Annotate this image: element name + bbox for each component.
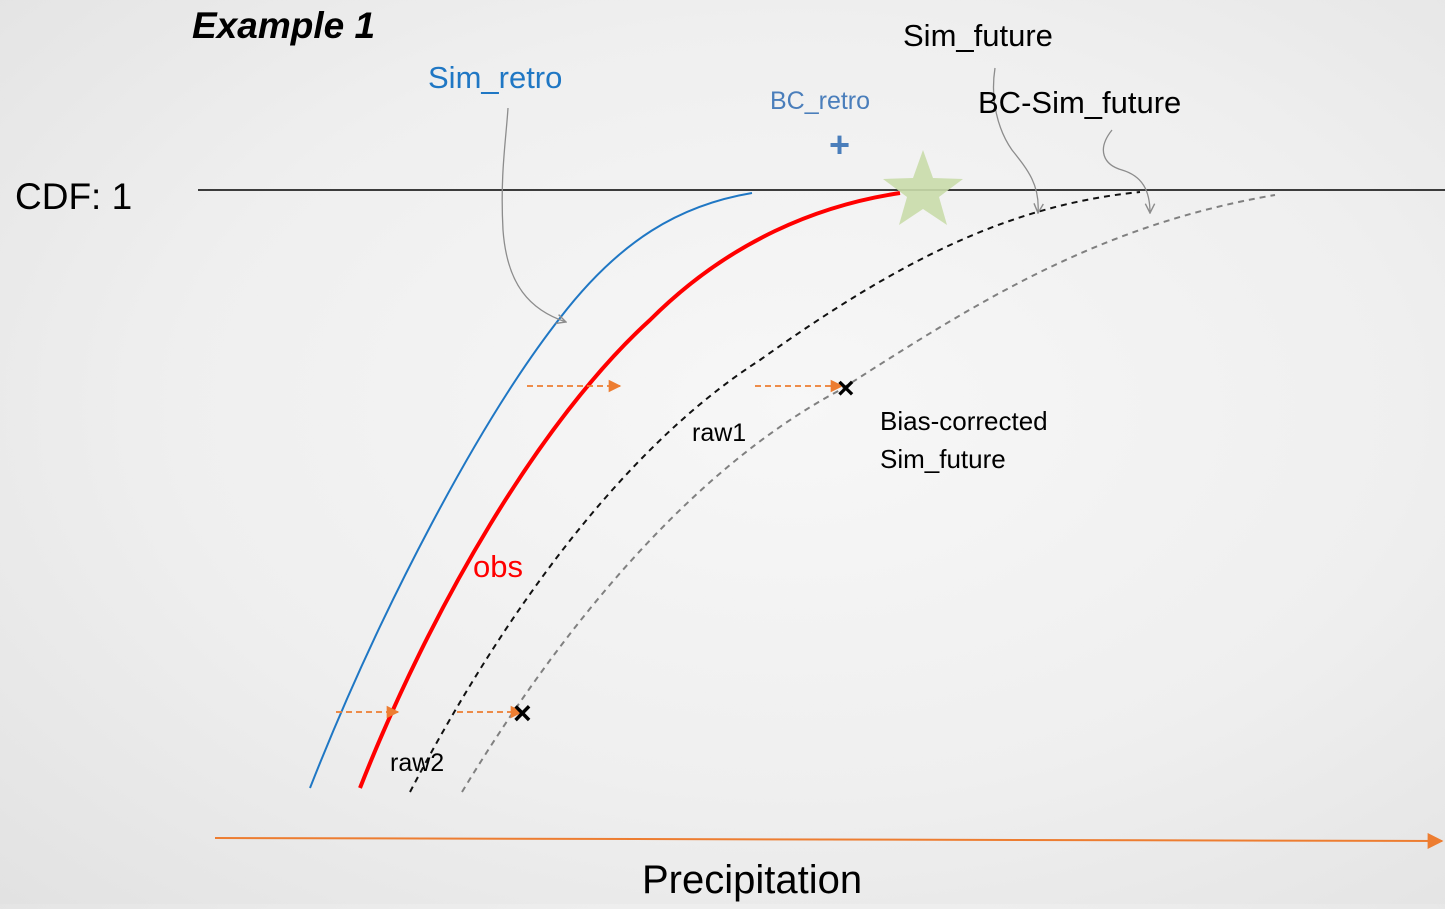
sim-retro-pointer (501, 107, 566, 322)
bc-sim-future-pointer (1102, 129, 1150, 213)
x-mark-lower: × (513, 695, 532, 731)
sim-future-pointer (992, 67, 1039, 213)
obs-curve (358, 191, 901, 789)
sim-retro-curve (309, 192, 753, 789)
precipitation-axis (214, 832, 1444, 849)
sim-future-label: Sim_future (903, 18, 1053, 53)
raw1-label: raw1 (692, 419, 746, 447)
cdf-label: CDF: 1 (15, 176, 132, 217)
bc-sim-future-label: BC-Sim_future (978, 85, 1181, 120)
bias-corrected-label-line2: Sim_future (880, 444, 1006, 474)
raw2-label: raw2 (390, 749, 444, 777)
star-icon (883, 150, 963, 225)
diagram-title: Example 1 (192, 5, 375, 46)
bc-sim-future-curve (461, 194, 1276, 793)
sim-future-curve (409, 191, 1141, 793)
precipitation-axis-label: Precipitation (642, 858, 862, 902)
obs-label: obs (473, 549, 523, 584)
bc-retro-label: BC_retro (770, 87, 870, 115)
bc-retro-plus-marker: + (829, 124, 850, 165)
x-mark-upper: × (837, 372, 855, 405)
bias-corrected-label-line1: Bias-corrected (880, 406, 1048, 436)
sim-retro-label: Sim_retro (428, 60, 562, 95)
